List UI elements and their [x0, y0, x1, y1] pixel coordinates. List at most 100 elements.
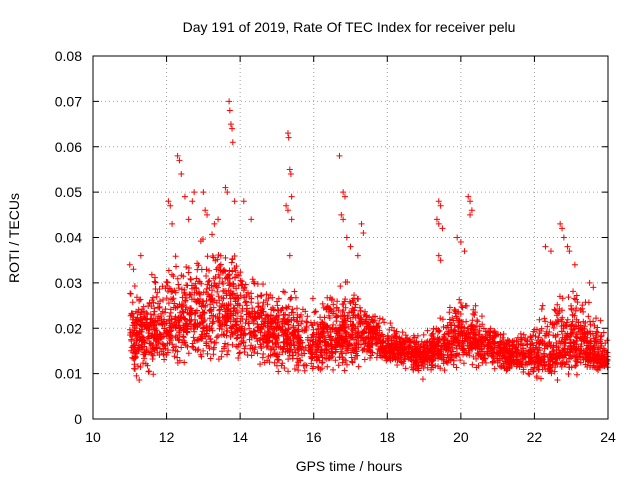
data-point [146, 368, 153, 375]
data-point [453, 313, 460, 320]
data-point [420, 357, 427, 364]
data-point [404, 351, 411, 358]
data-point [209, 287, 216, 294]
data-point [379, 316, 386, 323]
data-point [344, 279, 351, 286]
data-point [361, 318, 368, 325]
data-point [135, 342, 142, 349]
data-point [129, 329, 136, 336]
data-point [141, 314, 148, 321]
data-point [360, 229, 367, 236]
data-point [194, 347, 201, 354]
data-point [552, 334, 559, 341]
data-point [221, 308, 228, 315]
data-point [341, 367, 348, 374]
data-point [255, 300, 262, 307]
data-point [221, 343, 228, 350]
data-point [312, 347, 319, 354]
data-point [577, 335, 584, 342]
data-point [530, 342, 537, 349]
data-point [417, 344, 424, 351]
data-point [430, 364, 437, 371]
data-point [334, 298, 341, 305]
data-point [457, 332, 464, 339]
data-point [176, 336, 183, 343]
data-point [571, 261, 578, 268]
data-point [448, 327, 455, 334]
data-point [498, 339, 505, 346]
data-point [384, 333, 391, 340]
data-point [348, 326, 355, 333]
data-point [186, 317, 193, 324]
data-point [176, 327, 183, 334]
data-point [231, 198, 238, 205]
data-point [265, 295, 272, 302]
data-point [269, 304, 276, 311]
data-point [336, 326, 343, 333]
data-point [237, 269, 244, 276]
data-point [184, 282, 191, 289]
data-point [303, 318, 310, 325]
data-point [149, 342, 156, 349]
data-point [332, 349, 339, 356]
data-point [192, 310, 199, 317]
data-point [413, 338, 420, 345]
data-point [477, 343, 484, 350]
data-point [234, 334, 241, 341]
data-point [362, 308, 369, 315]
data-point [572, 307, 579, 314]
data-point [491, 365, 498, 372]
data-point [534, 337, 541, 344]
data-point [203, 273, 210, 280]
data-point [224, 351, 231, 358]
data-point [373, 354, 380, 361]
data-point [375, 320, 382, 327]
data-point [473, 342, 480, 349]
data-point [394, 362, 401, 369]
y-tick-label: 0.08 [55, 48, 82, 64]
data-point [151, 346, 158, 353]
data-point [441, 367, 448, 374]
data-point [398, 358, 405, 365]
data-point [366, 346, 373, 353]
data-point [156, 330, 163, 337]
data-point [240, 332, 247, 339]
data-point [580, 308, 587, 315]
data-point [533, 353, 540, 360]
data-point [187, 305, 194, 312]
data-point [309, 365, 316, 372]
data-point [352, 329, 359, 336]
data-point [562, 330, 569, 337]
data-point [229, 291, 236, 298]
data-point [573, 371, 580, 378]
data-point [592, 338, 599, 345]
data-point [551, 351, 558, 358]
data-point [573, 323, 580, 330]
data-point [280, 345, 287, 352]
x-tick-label: 20 [453, 429, 469, 445]
data-point [472, 302, 479, 309]
data-point [535, 350, 542, 357]
data-point [359, 320, 366, 327]
data-point [155, 304, 162, 311]
data-point [281, 338, 288, 345]
data-point [275, 332, 282, 339]
data-point [452, 310, 459, 317]
data-point [562, 339, 569, 346]
data-point [169, 296, 176, 303]
data-point [269, 343, 276, 350]
data-point [457, 299, 464, 306]
data-point [369, 341, 376, 348]
data-point [526, 348, 533, 355]
data-point [426, 359, 433, 366]
data-point [545, 331, 552, 338]
data-point [356, 304, 363, 311]
data-point [421, 357, 428, 364]
data-point [458, 318, 465, 325]
data-point [356, 319, 363, 326]
data-point [553, 343, 560, 350]
data-point [556, 293, 563, 300]
data-point [474, 317, 481, 324]
data-point [410, 346, 417, 353]
data-point [372, 326, 379, 333]
